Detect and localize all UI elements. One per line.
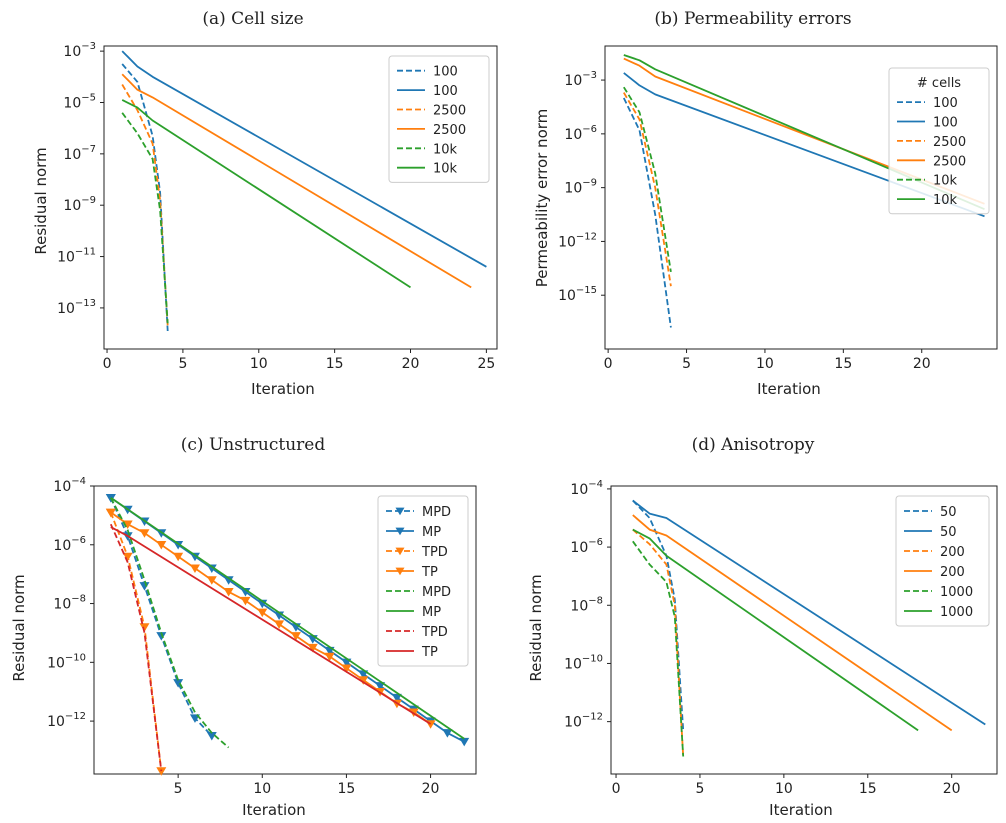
series-line [624, 98, 671, 328]
data-point [224, 588, 234, 597]
series-line [633, 530, 683, 757]
y-tick-label: 10−6 [570, 537, 603, 556]
series-line [624, 93, 671, 287]
plot-area: 0 5 10 15 20 25 10−3 10−5 10−7 10−9 10−11 10−13 100 1… [57, 41, 497, 372]
legend-label: 50 [940, 505, 957, 520]
y-tick-label: 10−12 [47, 711, 86, 730]
legend-label: 10k [433, 142, 458, 157]
y-tick-label: 10−9 [63, 195, 96, 214]
x-axis-label: Iteration [769, 801, 833, 819]
x-tick-label: 5 [174, 781, 183, 797]
y-tick-label: 10−3 [63, 41, 96, 60]
legend-label: 200 [940, 545, 965, 560]
legend-label: TPD [421, 625, 448, 640]
legend-label: TP [421, 565, 438, 580]
legend-label: 100 [933, 116, 958, 131]
x-tick-label: 25 [477, 356, 495, 372]
x-tick-label: 20 [943, 781, 961, 797]
x-tick-label: 15 [859, 781, 877, 797]
legend-label: TP [421, 645, 438, 660]
y-tick-label: 10−12 [564, 712, 603, 731]
x-tick-label: 0 [103, 356, 112, 372]
y-tick-label: 10−7 [63, 144, 96, 163]
panel-title: (d) Anisotropy [692, 435, 815, 455]
panel-c: (c) Unstructured Iteration Residual norm… [10, 435, 476, 819]
x-tick-label: 10 [775, 781, 793, 797]
x-tick-label: 5 [682, 356, 691, 372]
y-tick-label: 10−4 [53, 476, 86, 495]
x-tick-label: 0 [604, 356, 613, 372]
y-axis-label: Residual norm [10, 574, 28, 681]
legend-label: 100 [433, 84, 458, 99]
x-tick-label: 15 [338, 781, 356, 797]
y-tick-label: 10−15 [558, 285, 597, 304]
legend-label: 10k [433, 162, 458, 177]
legend-label: MPD [422, 505, 451, 520]
y-tick-label: 10−6 [53, 535, 86, 554]
x-tick-label: 5 [695, 781, 704, 797]
legend-label: 2500 [933, 154, 966, 169]
x-tick-label: 20 [913, 356, 931, 372]
legend-label: 2500 [933, 135, 966, 150]
x-tick-label: 20 [422, 781, 440, 797]
x-tick-label: 15 [834, 356, 852, 372]
y-tick-label: 10−8 [53, 594, 86, 613]
panel-d: (d) Anisotropy Iteration Residual norm 0… [527, 435, 997, 819]
legend-label: 10k [933, 193, 958, 208]
legend-label: 2500 [433, 104, 466, 119]
legend-label: 100 [933, 96, 958, 111]
legend-label: 10k [933, 174, 958, 189]
panel-a: (a) Cell size Iteration Residual norm 0 5… [32, 9, 497, 398]
legend-label: 50 [940, 525, 957, 540]
x-tick-label: 15 [326, 356, 344, 372]
plot-area: 0 5 10 15 20 10−3 10−6 10−9 10−12 10−15 # cells 100… [558, 46, 997, 372]
legend-label: 200 [940, 565, 965, 580]
x-tick-label: 10 [756, 356, 774, 372]
panel-title: (b) Permeability errors [654, 9, 851, 29]
x-axis-label: Iteration [242, 801, 306, 819]
y-axis-label: Residual norm [527, 574, 545, 681]
plot-area: 0 5 10 15 20 10−4 10−6 10−8 10−10 10−12 50 50 200 200… [564, 479, 997, 797]
legend-title: # cells [917, 76, 961, 91]
legend-label: MP [422, 525, 441, 540]
series-line [633, 541, 683, 756]
y-axis-label: Permeability error norm [533, 109, 551, 288]
legend-label: 1000 [940, 585, 973, 600]
y-tick-label: 10−6 [564, 124, 597, 143]
plot-area: 5 10 15 20 10−4 10−6 10−8 10−10 10−12 MPD MP TPD TP M… [47, 476, 476, 797]
legend-label: 100 [433, 65, 458, 80]
y-tick-label: 10−10 [47, 652, 86, 671]
y-tick-label: 10−11 [57, 247, 96, 266]
y-tick-label: 10−13 [57, 298, 96, 317]
x-tick-label: 0 [612, 781, 621, 797]
data-point [459, 738, 469, 747]
y-tick-label: 10−9 [564, 178, 597, 197]
y-tick-label: 10−10 [564, 653, 603, 672]
data-point [156, 767, 166, 776]
legend-label: 2500 [433, 123, 466, 138]
panel-b: (b) Permeability errors Iteration Permea… [533, 9, 997, 398]
y-tick-label: 10−8 [570, 595, 603, 614]
legend-label: MPD [422, 585, 451, 600]
x-tick-label: 10 [250, 356, 268, 372]
panel-title: (a) Cell size [202, 9, 303, 29]
legend-label: 1000 [940, 605, 973, 620]
x-axis-label: Iteration [251, 380, 315, 398]
y-tick-label: 10−4 [570, 479, 603, 498]
panel-title: (c) Unstructured [181, 435, 326, 455]
x-tick-label: 10 [253, 781, 271, 797]
legend-box [378, 496, 468, 666]
legend-label: MP [422, 605, 441, 620]
y-tick-label: 10−3 [564, 70, 597, 89]
y-axis-label: Residual norm [32, 147, 50, 254]
y-tick-label: 10−12 [558, 231, 597, 250]
x-tick-label: 5 [178, 356, 187, 372]
series-line [122, 100, 410, 288]
legend-label: TPD [421, 545, 448, 560]
x-tick-label: 20 [402, 356, 420, 372]
y-tick-label: 10−5 [63, 92, 96, 111]
x-axis-label: Iteration [757, 380, 821, 398]
